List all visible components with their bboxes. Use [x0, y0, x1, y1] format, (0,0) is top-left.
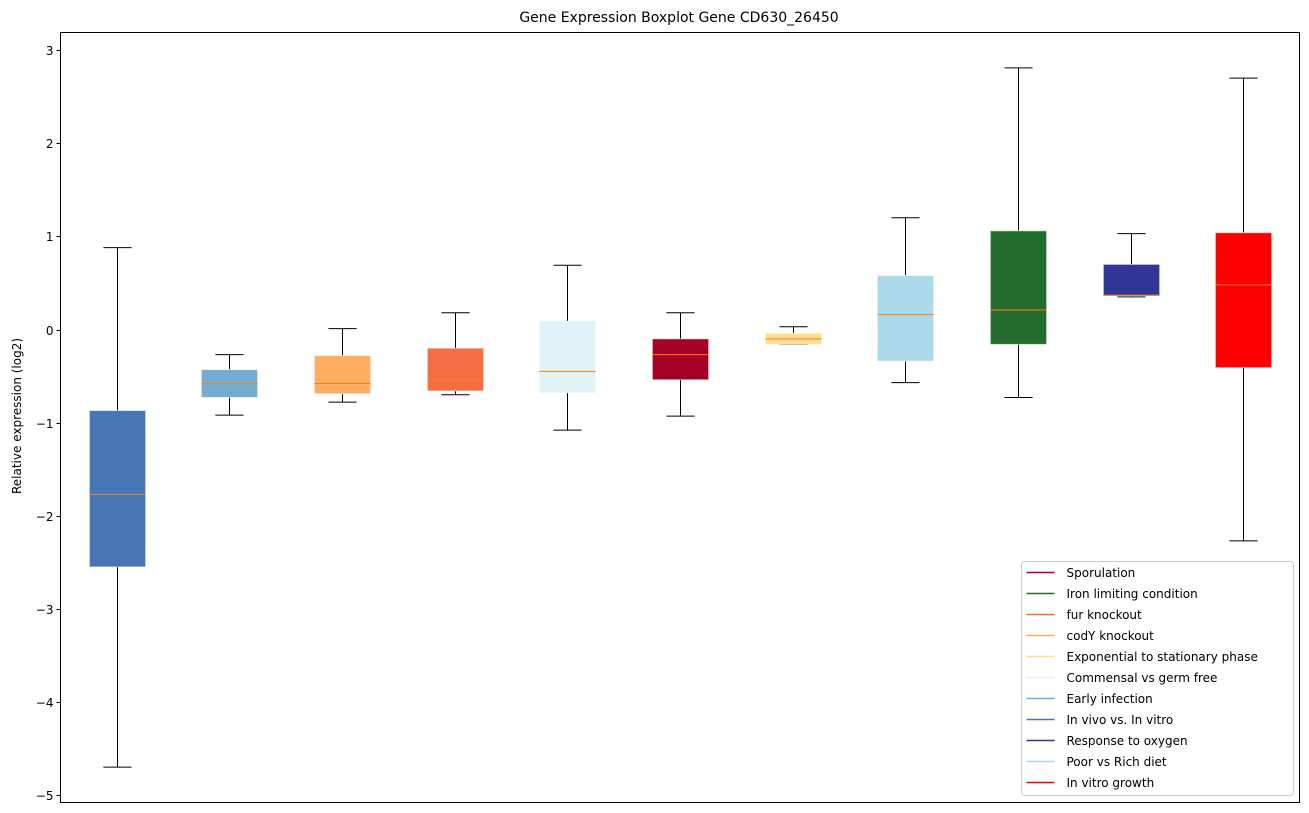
y-tick-label: −1 [36, 417, 54, 431]
legend-label: Commensal vs germ free [1067, 671, 1218, 685]
legend-item: fur knockout [1026, 608, 1143, 622]
box-iqr [1214, 232, 1273, 369]
legend-label: Iron limiting condition [1067, 587, 1198, 601]
y-axis-label: Relative expression (log2) [10, 338, 24, 494]
legend-label: Exponential to stationary phase [1067, 650, 1258, 664]
box-iqr [651, 338, 710, 381]
box-iqr [876, 275, 935, 362]
y-tick-label: 2 [46, 137, 54, 151]
box-11 [1214, 77, 1273, 542]
box-iqr [538, 320, 597, 394]
boxes-group [88, 67, 1273, 768]
box-9 [989, 67, 1048, 398]
legend-label: codY knockout [1067, 629, 1155, 643]
y-tick-label: −3 [36, 603, 54, 617]
legend-label: fur knockout [1067, 608, 1143, 622]
box-4 [426, 312, 485, 396]
box-iqr [426, 347, 485, 392]
box-8 [876, 217, 935, 384]
box-1 [88, 247, 147, 768]
legend-item: In vivo vs. In vitro [1026, 713, 1174, 727]
legend-item: Commensal vs germ free [1026, 671, 1218, 685]
legend-item: In vitro growth [1026, 776, 1155, 790]
box-iqr [313, 355, 372, 395]
legend-item: Exponential to stationary phase [1026, 650, 1258, 664]
y-tick-label: −4 [36, 696, 54, 710]
y-tick-label: −5 [36, 789, 54, 803]
box-5 [538, 264, 597, 431]
legend-label: Early infection [1067, 692, 1153, 706]
y-axis-ticks: −5 −4 −3 −2 −1 0 1 2 3 [36, 44, 61, 803]
legend-label: Sporulation [1067, 566, 1136, 580]
legend-item: Response to oxygen [1026, 734, 1188, 748]
legend-label: In vivo vs. In vitro [1067, 713, 1174, 727]
legend-label: In vitro growth [1067, 776, 1155, 790]
legend-frame [1021, 561, 1294, 796]
legend-item: codY knockout [1026, 629, 1155, 643]
axes-frame [60, 32, 1300, 803]
box-iqr [989, 230, 1048, 345]
box-2 [200, 354, 259, 416]
y-tick-label: 1 [46, 230, 54, 244]
box-iqr [1102, 263, 1161, 297]
box-3 [313, 328, 372, 403]
legend-item: Sporulation [1026, 566, 1136, 580]
box-6 [651, 312, 710, 417]
legend-label: Poor vs Rich diet [1067, 755, 1167, 769]
legend-item: Early infection [1026, 692, 1153, 706]
y-tick-label: −2 [36, 510, 54, 524]
y-tick-label: 0 [46, 324, 54, 338]
legend-label: Response to oxygen [1067, 734, 1188, 748]
box-7 [764, 326, 823, 345]
box-10 [1102, 233, 1161, 298]
chart-title: Gene Expression Boxplot Gene CD630_26450 [519, 10, 838, 26]
legend-item: Iron limiting condition [1026, 587, 1198, 601]
box-iqr [88, 410, 147, 568]
legend: Sporulation Iron limiting condition fur kn… [1021, 561, 1294, 796]
y-tick-label: 3 [46, 44, 54, 58]
legend-item: Poor vs Rich diet [1026, 755, 1167, 769]
